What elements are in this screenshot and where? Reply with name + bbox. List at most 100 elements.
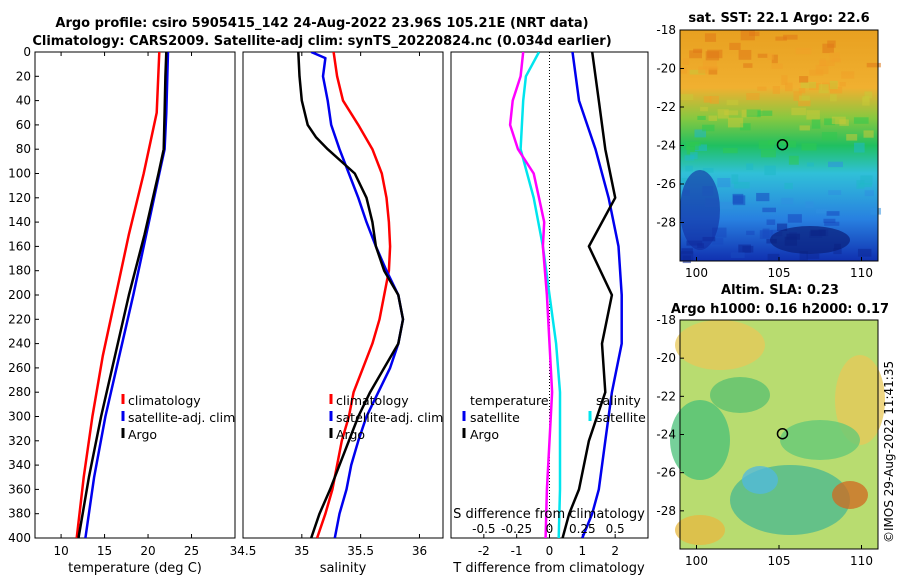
x-tick-label: 0 (546, 544, 554, 558)
sst-texture-cell (801, 143, 817, 151)
sst-texture-cell (824, 221, 840, 226)
sst-texture-cell (864, 190, 874, 197)
x-tick-label: 10 (53, 544, 68, 558)
sst-texture-cell (729, 42, 741, 50)
legend-label: Argo (470, 427, 499, 442)
temperature-axes-frame (34, 51, 236, 539)
sst-texture-cell (799, 251, 808, 261)
sst-texture-cell (806, 162, 814, 167)
sst-texture-cell (680, 94, 694, 101)
sst-texture-cell (762, 228, 770, 239)
sst-texture-cell (853, 117, 869, 124)
temperature-panel: 0 20 40 60 80 100 120 140 160 180 200 220 240 260 280 3… (8, 45, 455, 576)
sst-texture-cell (684, 155, 695, 161)
sst-texture-cell (798, 88, 806, 94)
sst-texture-cell (767, 53, 774, 60)
sla-blob (835, 355, 885, 445)
sst-texture-cell (828, 161, 843, 168)
sst-texture-cell (722, 147, 738, 154)
sla-blob (832, 481, 868, 509)
sst-texture-cell (858, 182, 872, 188)
sst-texture-cell (757, 86, 767, 91)
sst-texture-cell (795, 47, 812, 55)
sst-texture-cell (787, 214, 802, 223)
y-tick-label: -22 (656, 389, 676, 403)
sst-texture-cell (857, 248, 872, 257)
x-tick-label: 20 (140, 544, 155, 558)
sst-texture-cell (839, 81, 846, 87)
temperature-xlabel: temperature (deg C) (68, 561, 202, 576)
salinity-panel: 34.5 35 35.5 36 salinity climatology satelli… (230, 51, 444, 576)
sst-texture-cell (818, 84, 829, 94)
y-tick-label: 180 (8, 264, 31, 278)
y-tick-label: 200 (8, 288, 31, 302)
sst-texture-cell (805, 201, 814, 209)
sst-texture-cell (731, 174, 739, 184)
sst-texture-cell (799, 76, 809, 83)
sst-texture-cell (822, 82, 838, 91)
difference-panel: -2 -1 0 1 2 T difference from climatology S … (450, 51, 649, 576)
sst-cold-patch (770, 226, 850, 254)
sst-map-title: sat. SST: 22.1 Argo: 22.6 (688, 11, 869, 26)
y-tick-label: 260 (8, 361, 31, 375)
y-tick-label: 80 (16, 142, 31, 156)
y-tick-label: 380 (8, 507, 31, 521)
x-tick-label: 2 (611, 544, 619, 558)
sst-texture-cell (756, 192, 770, 202)
sst-texture-cell (726, 99, 739, 106)
sst-texture-cell (784, 182, 793, 190)
sst-texture-cell (815, 64, 829, 75)
sst-texture-cell (764, 165, 776, 176)
series-line-argo (297, 52, 405, 538)
sst-texture-cell (824, 118, 836, 126)
x-tick-label: -2 (478, 544, 490, 558)
sst-texture-cell (823, 218, 836, 224)
sst-texture-cell (732, 193, 744, 204)
chart-title-line1: Argo profile: csiro 5905415_142 24-Aug-2… (55, 16, 588, 31)
y-tick-label: 60 (16, 118, 31, 132)
legend-label: climatology (336, 393, 409, 408)
x-tick-label: -1 (511, 544, 523, 558)
sst-texture-cell (689, 69, 706, 75)
sst-texture-cell (700, 106, 708, 112)
legend-label: satellite (596, 410, 646, 425)
sst-texture-cell (815, 208, 828, 214)
sst-texture-cell (826, 211, 840, 216)
x-tick-label: 15 (97, 544, 112, 558)
legend-label: satellite (470, 410, 520, 425)
y-tick-label: 320 (8, 434, 31, 448)
salinity-xlabel: salinity (320, 561, 367, 576)
sst-texture-cell (827, 40, 836, 48)
series-line-argo (77, 52, 168, 538)
sst-texture-cell (757, 110, 773, 116)
sla-map-panel: Altim. SLA: 0.23 Argo h1000: 0.16 h2000:… (656, 283, 889, 568)
sst-texture-cell (860, 175, 873, 185)
sst-cold-patch (680, 170, 720, 250)
sst-texture-cell (694, 129, 707, 138)
sst-texture-cell (760, 149, 776, 158)
y-tick-label: 280 (8, 385, 31, 399)
sst-texture-cell (758, 140, 775, 149)
sst-texture-cell (727, 117, 744, 128)
sst-texture-cell (708, 115, 718, 121)
sst-texture-cell (775, 36, 787, 41)
y-tick-label: -28 (656, 216, 676, 230)
sst-texture-cell (785, 82, 793, 92)
sla-blob (780, 420, 860, 460)
sst-texture-cell (733, 181, 750, 189)
sst-texture-cell (809, 69, 824, 76)
difference-xlabel: T difference from climatology (452, 561, 645, 576)
sst-texture-cell (818, 60, 835, 66)
sst-texture-cell (720, 201, 734, 210)
y-tick-label: -24 (656, 428, 676, 442)
sst-texture-cell (689, 50, 702, 59)
sst-texture-cell (791, 107, 806, 116)
legend-label: satellite-adj. clim (128, 410, 235, 425)
sst-texture-cell (830, 86, 843, 94)
y-tick-label: 120 (8, 191, 31, 205)
sst-texture-cell (739, 123, 751, 131)
legend-label: climatology (128, 393, 201, 408)
sst-texture-cell (740, 30, 755, 41)
sst-texture-cell (702, 124, 715, 132)
sst-texture-cell (704, 33, 717, 42)
